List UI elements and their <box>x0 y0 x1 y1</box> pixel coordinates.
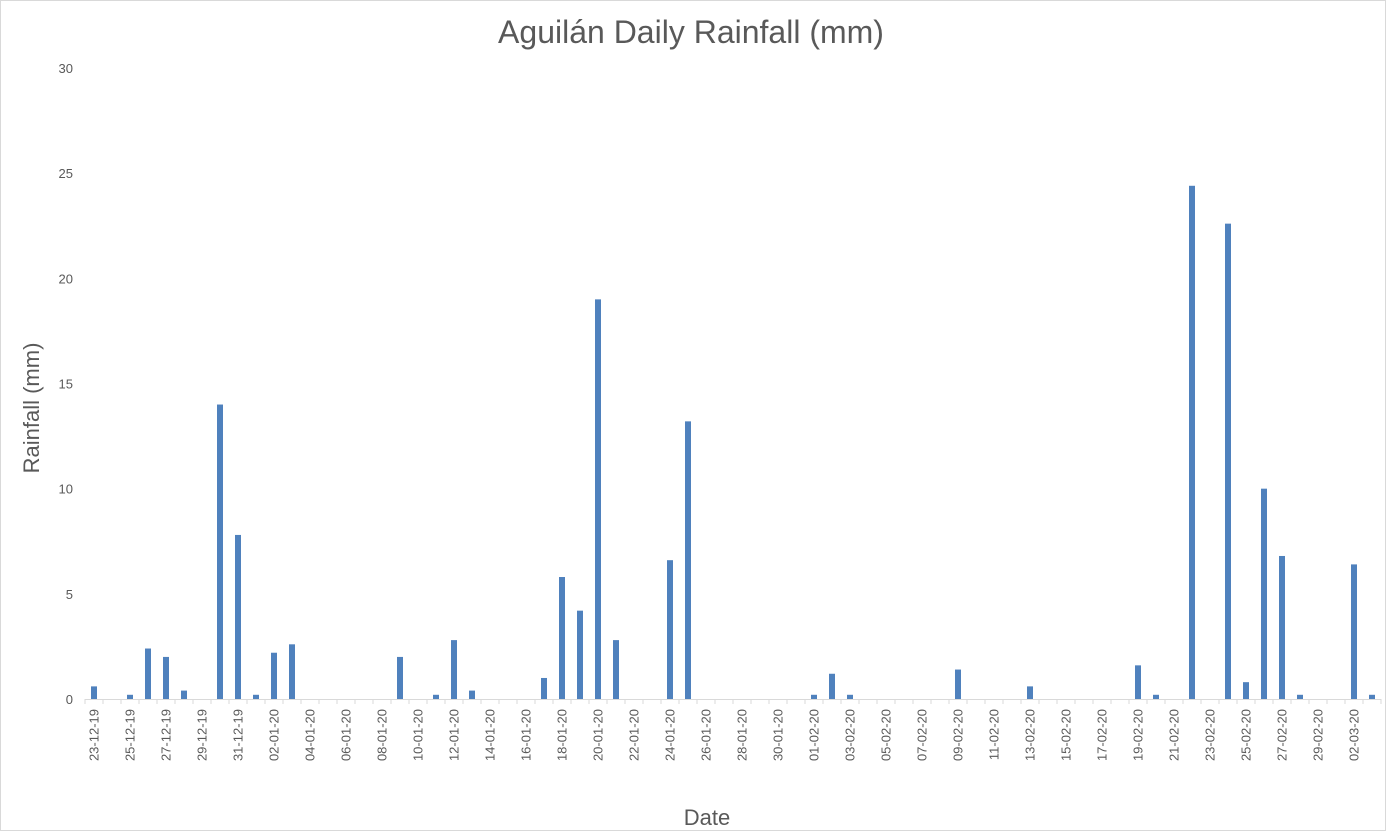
y-axis-ticks: 0 5 10 15 20 25 30 <box>59 61 73 707</box>
x-tick-label: 02-01-20 <box>267 709 282 761</box>
x-tick-label: 26-01-20 <box>699 709 714 761</box>
bar <box>289 644 295 699</box>
y-axis-title: Rainfall (mm) <box>19 343 44 474</box>
bar <box>397 656 403 699</box>
x-tick-label: 23-02-20 <box>1203 709 1218 761</box>
x-tick-label: 05-02-20 <box>879 709 894 761</box>
bar <box>433 694 439 699</box>
x-tick-label: 27-12-19 <box>159 709 174 761</box>
x-tick-label: 02-03-20 <box>1347 709 1362 761</box>
x-tick-label: 22-01-20 <box>627 709 642 761</box>
bar <box>1189 185 1195 700</box>
x-tick-label: 20-01-20 <box>591 709 606 761</box>
bar <box>91 686 97 699</box>
bar <box>1153 694 1159 699</box>
bar-series <box>91 185 1375 700</box>
x-tick-label: 29-02-20 <box>1311 709 1326 761</box>
bar <box>595 299 601 699</box>
bar <box>127 694 133 699</box>
x-tick-label: 04-01-20 <box>303 709 318 761</box>
bar <box>559 577 565 699</box>
bar <box>577 610 583 699</box>
y-tick-label: 25 <box>59 166 73 181</box>
x-tick-label: 31-12-19 <box>231 709 246 761</box>
y-tick-label: 0 <box>66 692 73 707</box>
bar <box>1261 488 1267 699</box>
x-tick-label: 19-02-20 <box>1131 709 1146 761</box>
x-tick-label: 14-01-20 <box>483 709 498 761</box>
x-tick-label: 15-02-20 <box>1059 709 1074 761</box>
x-tick-label: 16-01-20 <box>519 709 534 761</box>
bar <box>1243 682 1249 699</box>
bar <box>613 640 619 699</box>
bar <box>451 640 457 699</box>
bar <box>955 669 961 699</box>
y-tick-label: 10 <box>59 482 73 497</box>
bar <box>145 648 151 699</box>
bar <box>811 694 817 699</box>
bar <box>1351 564 1357 699</box>
bar <box>235 534 241 699</box>
bar <box>1135 665 1141 699</box>
x-tick-label: 13-02-20 <box>1023 709 1038 761</box>
x-tick-label: 17-02-20 <box>1095 709 1110 761</box>
bar <box>829 673 835 699</box>
x-tick-label: 27-02-20 <box>1275 709 1290 761</box>
x-tick-label: 06-01-20 <box>339 709 354 761</box>
x-tick-label: 30-01-20 <box>771 709 786 761</box>
x-tick-label: 12-01-20 <box>447 709 462 761</box>
x-tick-label: 10-01-20 <box>411 709 426 761</box>
bar <box>685 421 691 699</box>
bar <box>1225 223 1231 699</box>
y-tick-label: 30 <box>59 61 73 76</box>
x-tick-label: 18-01-20 <box>555 709 570 761</box>
x-tick-label: 11-02-20 <box>987 709 1002 760</box>
bar <box>469 690 475 699</box>
y-tick-label: 5 <box>66 587 73 602</box>
bar <box>667 560 673 699</box>
bar <box>1279 555 1285 699</box>
x-axis-title: Date <box>684 805 730 830</box>
x-tick-label: 08-01-20 <box>375 709 390 761</box>
bar <box>1297 694 1303 699</box>
y-tick-label: 15 <box>59 377 73 392</box>
x-tick-label: 25-12-19 <box>123 709 138 761</box>
bar <box>271 652 277 699</box>
x-tick-label: 24-01-20 <box>663 709 678 761</box>
x-tick-label: 03-02-20 <box>843 709 858 761</box>
x-tick-label: 28-01-20 <box>735 709 750 761</box>
x-tick-label: 01-02-20 <box>807 709 822 761</box>
x-tick-label: 25-02-20 <box>1239 709 1254 761</box>
x-tick-label: 09-02-20 <box>951 709 966 761</box>
bar <box>1369 694 1375 699</box>
bar <box>253 694 259 699</box>
bar <box>217 404 223 699</box>
x-tick-label: 21-02-20 <box>1167 709 1182 761</box>
y-tick-label: 20 <box>59 271 73 286</box>
x-tick-label: 07-02-20 <box>915 709 930 761</box>
bar <box>181 690 187 699</box>
chart-title: Aguilán Daily Rainfall (mm) <box>498 14 884 50</box>
bar <box>847 694 853 699</box>
x-tick-label: 23-12-19 <box>87 709 102 761</box>
bar <box>163 656 169 699</box>
x-tick-label: 29-12-19 <box>195 709 210 761</box>
bar <box>1027 686 1033 699</box>
bar <box>541 677 547 699</box>
x-axis-ticks: 23-12-19 25-12-19 27-12-19 29-12-19 31-12-19… <box>84 699 1382 761</box>
